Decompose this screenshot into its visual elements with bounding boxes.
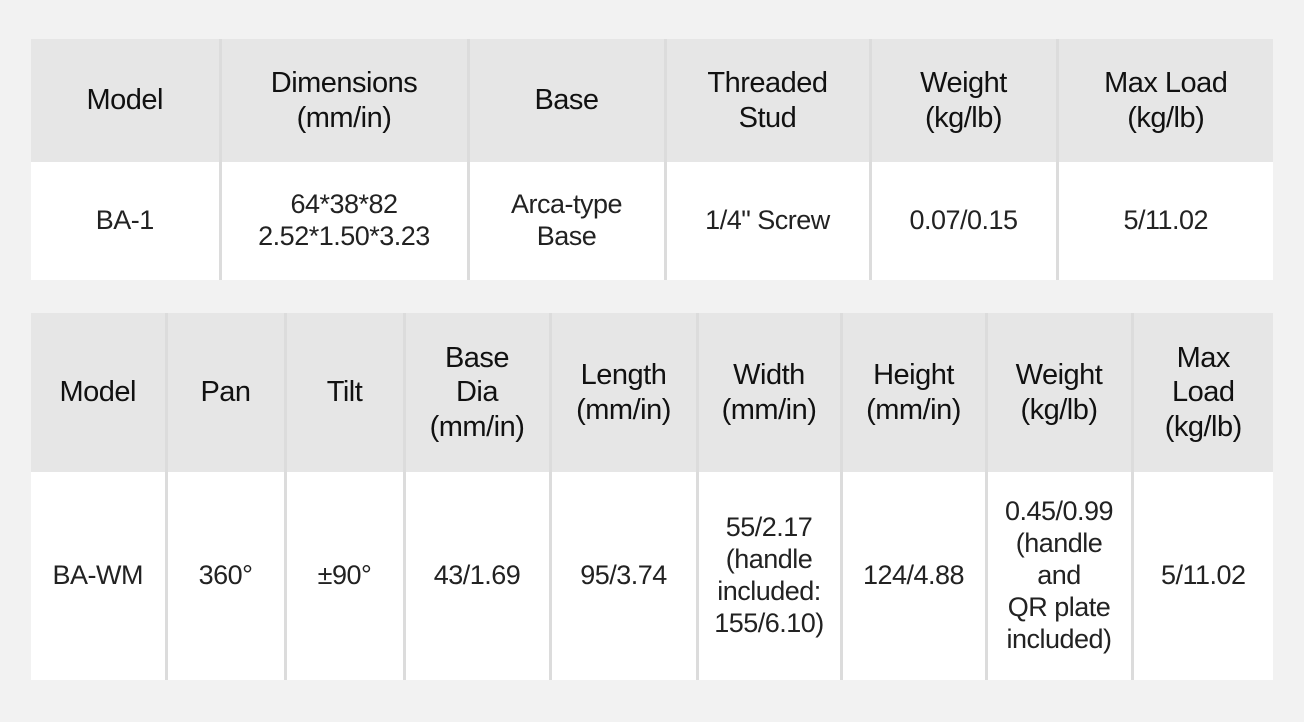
column-header: Height (mm/in) bbox=[839, 313, 986, 472]
table-cell: BA-WM bbox=[31, 472, 166, 680]
column-header: Threaded Stud bbox=[663, 39, 870, 162]
table-cell: 95/3.74 bbox=[548, 472, 697, 680]
table-cell: 5/11.02 bbox=[1130, 472, 1273, 680]
column-header: Pan bbox=[164, 313, 285, 472]
table-cell: 360° bbox=[164, 472, 285, 680]
column-header: Weight (kg/lb) bbox=[984, 313, 1132, 472]
column-header: Length (mm/in) bbox=[548, 313, 697, 472]
table-cell: 5/11.02 bbox=[1055, 162, 1273, 280]
column-header: Base bbox=[466, 39, 665, 162]
column-header: Width (mm/in) bbox=[695, 313, 841, 472]
table-cell: ±90° bbox=[283, 472, 404, 680]
column-header: Model bbox=[31, 39, 220, 162]
table-cell: 0.45/0.99 (handle and QR plate included) bbox=[984, 472, 1132, 680]
table-cell: 124/4.88 bbox=[839, 472, 986, 680]
column-header: Model bbox=[31, 313, 166, 472]
table-cell: 0.07/0.15 bbox=[868, 162, 1057, 280]
table-cell: 55/2.17 (handle included: 155/6.10) bbox=[695, 472, 841, 680]
table-cell: 1/4" Screw bbox=[663, 162, 870, 280]
table-row: BA-WM 360° ±90° 43/1.69 95/3.74 55/2.17 (handl… bbox=[31, 472, 1273, 680]
column-header: Weight (kg/lb) bbox=[868, 39, 1057, 162]
table-cell: 43/1.69 bbox=[402, 472, 550, 680]
spec-table-ba-wm: Model Pan Tilt Base Dia (mm/in) Length (mm/in) W… bbox=[31, 313, 1273, 680]
header-row: Model Pan Tilt Base Dia (mm/in) Length (mm/in) W… bbox=[31, 313, 1273, 472]
column-header: Base Dia (mm/in) bbox=[402, 313, 550, 472]
column-header: Max Load (kg/lb) bbox=[1130, 313, 1273, 472]
column-header: Max Load (kg/lb) bbox=[1055, 39, 1273, 162]
table-cell: Arca-type Base bbox=[466, 162, 665, 280]
column-header: Tilt bbox=[283, 313, 404, 472]
column-header: Dimensions (mm/in) bbox=[218, 39, 468, 162]
table-row: BA-1 64*38*82 2.52*1.50*3.23 Arca-type Base 1… bbox=[31, 162, 1273, 280]
table-cell: BA-1 bbox=[31, 162, 220, 280]
header-row: Model Dimensions (mm/in) Base Threaded Stud We… bbox=[31, 39, 1273, 162]
spec-table-ba-1: Model Dimensions (mm/in) Base Threaded Stud We… bbox=[31, 39, 1273, 280]
table-cell: 64*38*82 2.52*1.50*3.23 bbox=[218, 162, 468, 280]
